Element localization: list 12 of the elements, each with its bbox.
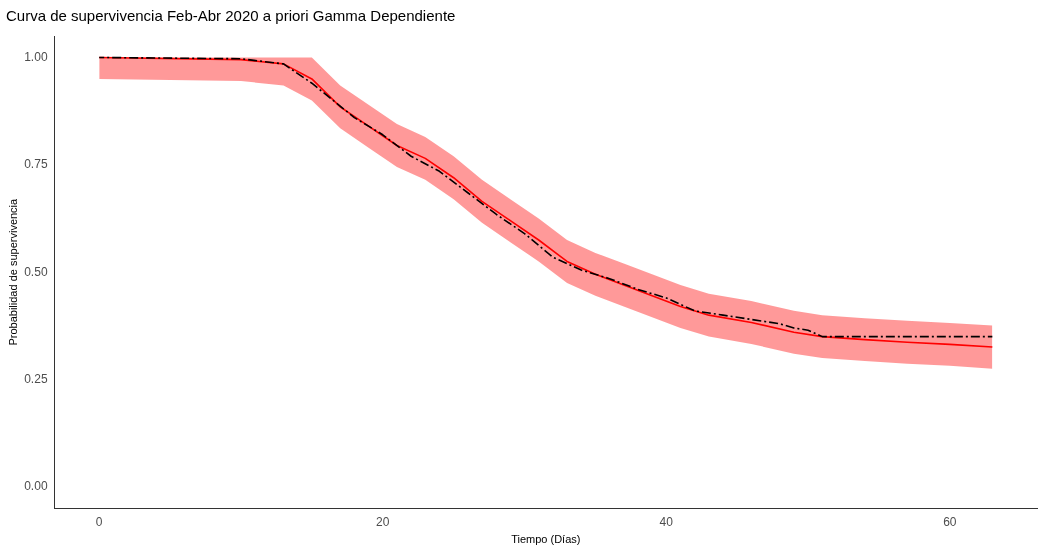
y-tick-label: 0.50 bbox=[24, 264, 48, 279]
chart-title: Curva de supervivencia Feb-Abr 2020 a priori Gamma Dependiente bbox=[6, 7, 456, 25]
x-tick-label: 0 bbox=[95, 514, 103, 529]
x-tick-label: 60 bbox=[943, 514, 957, 529]
y-tick-label: 0.25 bbox=[24, 371, 48, 386]
y-tick-label: 0.75 bbox=[24, 157, 48, 172]
y-tick-label: 1.00 bbox=[24, 49, 48, 64]
x-tick-label: 40 bbox=[659, 514, 674, 529]
y-axis-title: Probabilidad de supervivencia bbox=[6, 197, 19, 346]
x-axis-title: Tiempo (Días) bbox=[511, 533, 581, 546]
x-tick-label: 20 bbox=[376, 514, 390, 529]
y-tick-label: 0.00 bbox=[24, 479, 48, 494]
